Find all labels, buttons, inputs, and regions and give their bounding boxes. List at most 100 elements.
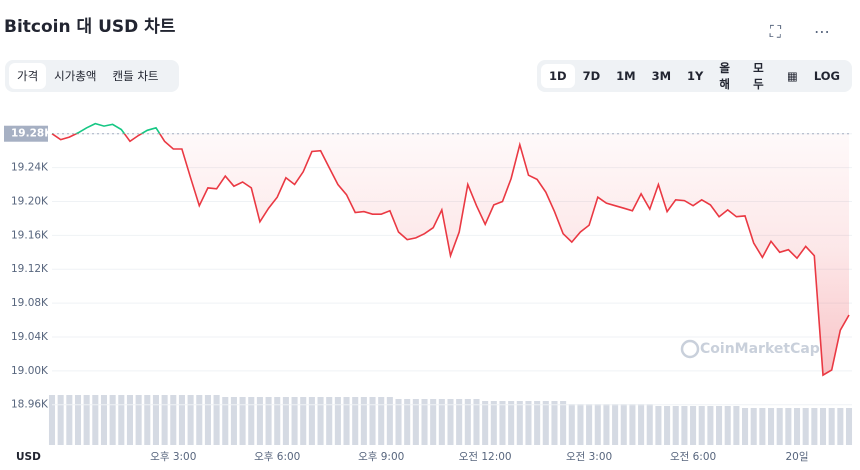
volume-bar — [629, 404, 636, 445]
range-group: 1D 7D 1M 3M 1Y 올해 모두 ▦ LOG — [537, 60, 852, 92]
toolbar-icons[interactable]: ⛶ ⋯ — [769, 22, 844, 41]
x-tick-label: 오후 9:00 — [358, 451, 404, 463]
volume-bar — [620, 404, 627, 445]
volume-bar — [74, 395, 82, 445]
volume-bar — [828, 408, 835, 445]
volume-bar — [819, 408, 827, 445]
volume-bar — [135, 395, 142, 445]
volume-bar — [395, 399, 402, 445]
volume-bar — [378, 397, 385, 445]
volume-bar — [473, 399, 480, 445]
x-tick-label: 오후 3:00 — [150, 451, 196, 463]
y-tick-label: 19.04K — [11, 331, 49, 343]
volume-bar — [568, 404, 575, 445]
range-button[interactable]: 1Y — [687, 69, 704, 83]
tab-group: 가격 시가총액 캔들 차트 — [5, 60, 179, 92]
watermark: CoinMarketCap — [700, 341, 820, 357]
volume-bar — [724, 406, 731, 445]
volume-bar — [100, 395, 108, 445]
volume-bar — [698, 406, 705, 445]
volume-bar — [274, 397, 281, 445]
volume-bar — [92, 395, 99, 445]
volume-bar — [404, 399, 411, 445]
volume-bar — [386, 397, 393, 445]
volume-bar — [118, 395, 125, 445]
x-tick-label: 20일 — [786, 450, 809, 463]
volume-bar — [499, 401, 506, 445]
volume-bar — [248, 397, 255, 445]
volume-bar — [793, 408, 801, 445]
volume-bar — [516, 401, 523, 445]
volume-bar — [750, 408, 757, 445]
volume-bar — [352, 397, 359, 445]
volume-bar — [222, 397, 229, 445]
volume-bar — [239, 397, 246, 445]
volume-bar — [300, 397, 307, 445]
tab[interactable]: 시가총액 — [54, 69, 97, 83]
volume-bar — [282, 397, 289, 445]
y-tick-label: 19.16K — [11, 229, 49, 241]
volume-bar — [456, 399, 463, 445]
baseline-label-bg — [4, 125, 48, 142]
volume-bar — [551, 401, 558, 445]
volume-bar — [542, 401, 549, 445]
volume-bar — [256, 397, 263, 445]
x-tick-label: 오전 3:00 — [566, 451, 612, 463]
watermark-logo — [680, 339, 700, 359]
volume-bar — [291, 397, 298, 445]
volume-bar — [48, 395, 56, 445]
volume-bar — [187, 395, 194, 445]
volume-bar — [525, 401, 532, 445]
volume-bar — [811, 408, 818, 445]
unit-label: USD — [16, 451, 41, 463]
volume-bar — [343, 397, 350, 445]
y-tick-label: 19.08K — [11, 297, 49, 309]
volume-bar — [83, 395, 90, 445]
range-button[interactable]: 올해 — [719, 61, 730, 91]
range-button[interactable]: 7D — [582, 69, 601, 83]
volume-bar — [430, 399, 437, 445]
volume-bar — [785, 408, 792, 445]
volume-bar — [586, 404, 593, 445]
range-button[interactable]: 3M — [651, 69, 672, 83]
volume-bar — [360, 397, 367, 445]
tab[interactable]: 캔들 차트 — [112, 69, 159, 83]
tab[interactable]: 가격 — [9, 63, 47, 89]
volume-bar — [733, 406, 740, 445]
volume-bar — [438, 399, 445, 445]
calendar-button[interactable]: ▦ — [786, 69, 798, 83]
volume-bar — [308, 397, 315, 445]
volume-bar — [152, 395, 159, 445]
volume-bar — [716, 406, 723, 445]
volume-bar — [126, 395, 133, 445]
volume-bar — [464, 399, 471, 445]
volume-bar — [681, 406, 688, 445]
volume-bar — [334, 397, 341, 445]
volume-bar — [776, 408, 783, 445]
volume-bar — [759, 408, 766, 445]
volume-bar — [768, 408, 775, 445]
x-tick-label: 오전 6:00 — [670, 451, 716, 463]
log-button[interactable]: LOG — [813, 69, 840, 83]
volume-bar — [421, 399, 428, 445]
volume-bar — [638, 404, 645, 445]
volume-bar — [230, 397, 237, 445]
y-tick-label: 19.00K — [11, 365, 49, 377]
range-button[interactable]: 1D — [541, 64, 575, 88]
price-line-down — [51, 133, 850, 377]
volume-bar — [317, 397, 324, 445]
range-button[interactable]: 모두 — [753, 61, 764, 91]
volume-bar — [482, 401, 489, 445]
volume-bar — [560, 401, 567, 445]
volume-bar — [612, 404, 619, 445]
volume-bar — [603, 404, 610, 445]
y-tick-label: 18.96K — [11, 399, 49, 411]
volume-bar — [655, 406, 662, 445]
range-button[interactable]: 1M — [616, 69, 636, 83]
volume-bar — [326, 397, 333, 445]
volume-bar — [802, 408, 809, 445]
title: Bitcoin 대 USD 차트 — [4, 17, 176, 37]
volume-bar — [412, 399, 419, 445]
